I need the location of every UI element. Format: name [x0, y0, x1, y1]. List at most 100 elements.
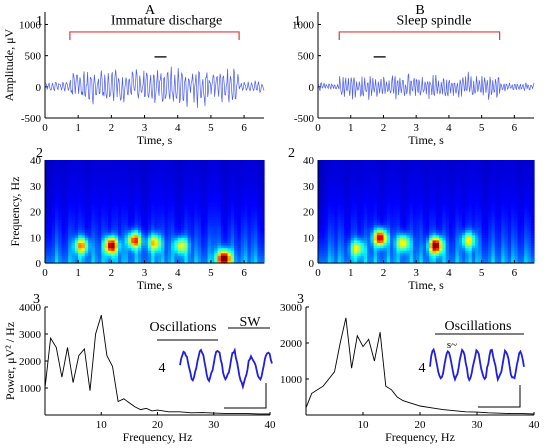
spectrogram-cell: [84, 172, 89, 177]
spectrogram-cell: [435, 198, 440, 202]
spectrogram-cell: [224, 250, 229, 254]
spectrogram-cell: [84, 167, 89, 171]
spectrogram-cell: [61, 196, 66, 200]
spectrogram-cell: [347, 219, 352, 223]
spectrogram-cell: [194, 190, 199, 195]
spectrogram-cell: [448, 239, 453, 243]
spectrogram-cell: [91, 219, 96, 223]
spectrogram-cell: [455, 201, 460, 205]
spectrogram-cell: [475, 175, 479, 179]
spectrogram-cell: [471, 250, 476, 254]
spectrogram-cell: [324, 162, 329, 166]
spectrogram-cell: [217, 208, 222, 213]
spectrogram-cell: [393, 237, 398, 241]
spectrogram-cell: [250, 208, 255, 213]
spectrogram-cell: [409, 160, 414, 164]
spectrogram-cell: [257, 206, 262, 210]
spectrogram-cell: [131, 247, 136, 251]
spectrogram-cell: [419, 224, 424, 228]
spectrogram-cell: [354, 214, 358, 218]
spectrogram-cell: [357, 188, 362, 192]
spectrogram-cell: [127, 224, 132, 228]
spectrogram-cell: [157, 221, 162, 225]
spectrogram-cell: [108, 165, 112, 169]
spectrogram-cell: [448, 203, 453, 207]
spectrogram-cell: [478, 250, 483, 254]
spectrogram-cell: [48, 170, 53, 174]
spectrogram-cell: [318, 252, 322, 256]
spectrogram-cell: [396, 252, 401, 256]
spectrogram-cell: [422, 252, 427, 256]
spectrogram-cell: [468, 190, 473, 195]
spectrogram-cell: [177, 211, 182, 215]
spectrogram-cell: [370, 211, 375, 215]
spectrogram-cell: [412, 221, 417, 225]
spectrogram-cell: [340, 165, 345, 169]
spectrogram-cell: [399, 188, 404, 192]
spectrogram-cell: [191, 257, 195, 262]
spectrogram-cell: [227, 232, 232, 236]
spectrogram-cell: [380, 190, 385, 195]
spectrogram-cell: [337, 257, 342, 262]
spectrogram-cell: [91, 247, 96, 251]
spectrogram-cell: [164, 208, 169, 213]
x-tick-label: 5: [208, 267, 214, 279]
spectrogram-cell: [468, 172, 473, 177]
spectrogram-cell: [74, 250, 79, 254]
spectrogram-cell: [429, 239, 434, 243]
spectrogram-cell: [260, 175, 265, 179]
spectrogram-cell: [390, 175, 394, 179]
spectrogram-cell: [458, 247, 463, 251]
spectrogram-cell: [340, 172, 345, 177]
spectrogram-cell: [455, 167, 460, 171]
spectrogram-cell: [426, 165, 430, 169]
spectrogram-cell: [147, 216, 152, 220]
spectrogram-cell: [124, 221, 129, 225]
spectrogram-cell: [74, 242, 79, 246]
spectrogram-cell: [141, 250, 146, 254]
spectrogram-cell: [214, 214, 219, 218]
spectrogram-cell: [390, 180, 394, 184]
spectrogram-cell: [432, 257, 437, 262]
spectrogram-cell: [376, 211, 381, 215]
spectrogram-cell: [151, 162, 156, 166]
spectrogram-cell: [422, 234, 427, 238]
spectrogram-cell: [220, 183, 225, 187]
spectrogram-cell: [390, 172, 394, 177]
spectrogram-cell: [376, 229, 381, 233]
spectrogram-cell: [484, 247, 489, 251]
spectrogram-cell: [260, 165, 265, 169]
spectrogram-cell: [194, 201, 199, 205]
spectrogram-cell: [354, 185, 358, 189]
spectrogram-cell: [237, 198, 242, 202]
spectrogram-cell: [244, 244, 249, 249]
spectrogram-cell: [419, 178, 424, 182]
spectrogram-cell: [227, 183, 232, 187]
spectrogram-cell: [230, 190, 235, 195]
spectrogram-cell: [422, 162, 427, 166]
spectrogram-cell: [363, 201, 368, 205]
spectrogram-cell: [439, 232, 443, 236]
spectrogram-cell: [81, 229, 86, 233]
spectrogram-cell: [462, 196, 466, 200]
spectrogram-cell: [234, 190, 239, 195]
spectrogram-cell: [426, 196, 430, 200]
spectrogram-cell: [174, 229, 179, 233]
spectrogram-cell: [118, 244, 122, 249]
spectrogram-cell: [207, 178, 212, 182]
spectrogram-cell: [187, 167, 192, 171]
spectrogram-cell: [396, 203, 401, 207]
spectrogram-cell: [58, 162, 63, 166]
spectrogram-cell: [74, 252, 79, 256]
spectrogram-cell: [360, 237, 365, 241]
spectrogram-cell: [234, 165, 239, 169]
spectrogram-cell: [254, 178, 258, 182]
spectrogram-cell: [498, 180, 502, 184]
spectrogram-cell: [141, 190, 146, 195]
spectrogram-cell: [191, 160, 195, 164]
spectrogram-cell: [350, 255, 355, 259]
spectrogram-cell: [144, 255, 149, 259]
spectrogram-cell: [399, 244, 404, 249]
spectrogram-cell: [412, 226, 417, 231]
spectrogram-cell: [234, 175, 239, 179]
